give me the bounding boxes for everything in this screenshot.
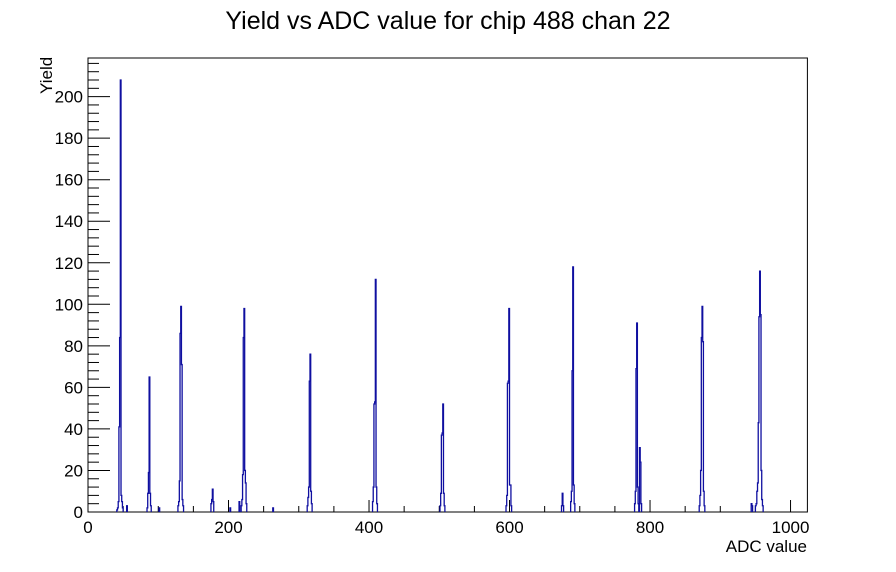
svg-text:200: 200 [55,88,83,107]
y-axis-ticks [88,62,110,513]
svg-text:20: 20 [64,461,83,480]
svg-text:600: 600 [495,518,523,537]
y-axis-tick-labels: 0 20 40 60 80 100 120 140 160 180 200 [55,88,83,522]
histogram-peak [229,507,232,512]
svg-text:400: 400 [355,518,383,537]
histogram-peak [238,500,241,512]
histogram-peak [439,403,446,512]
svg-text:140: 140 [55,212,83,231]
histogram-peak [272,507,275,512]
histogram-peak [240,307,248,512]
svg-text:80: 80 [64,337,83,356]
svg-text:0: 0 [74,503,83,522]
svg-text:100: 100 [55,295,83,314]
histogram-peak [371,278,379,512]
x-axis-title: ADC value [725,537,807,556]
histogram-peak [633,322,640,512]
histogram-peak [569,266,576,512]
svg-text:200: 200 [214,518,242,537]
x-axis-tick-labels: 0 200 400 600 800 1000 [83,518,809,537]
plot-frame [87,57,808,513]
y-axis-title: Yield [37,56,56,94]
histogram-peak [698,305,706,512]
svg-text:1000: 1000 [772,518,810,537]
histogram-peak [177,305,185,512]
histogram-peak [306,353,313,512]
histogram-series [116,79,764,512]
histogram-peak [638,446,643,512]
svg-text:40: 40 [64,420,83,439]
svg-text:180: 180 [55,129,83,148]
chart-title: Yield vs ADC value for chip 488 chan 22 [225,7,671,35]
histogram-peak [158,507,161,512]
histogram-peak [116,79,124,512]
histogram-peak [754,270,764,512]
svg-text:60: 60 [64,378,83,397]
histogram-peak [146,376,152,512]
histogram-peak [505,307,513,512]
x-axis-ticks [87,500,792,512]
histogram-peak [750,503,754,512]
svg-text:120: 120 [55,254,83,273]
histogram-peak [560,492,565,512]
histogram-peak [210,488,215,512]
svg-text:160: 160 [55,171,83,190]
svg-text:0: 0 [83,518,92,537]
histogram-peak [125,505,128,512]
svg-text:800: 800 [636,518,664,537]
